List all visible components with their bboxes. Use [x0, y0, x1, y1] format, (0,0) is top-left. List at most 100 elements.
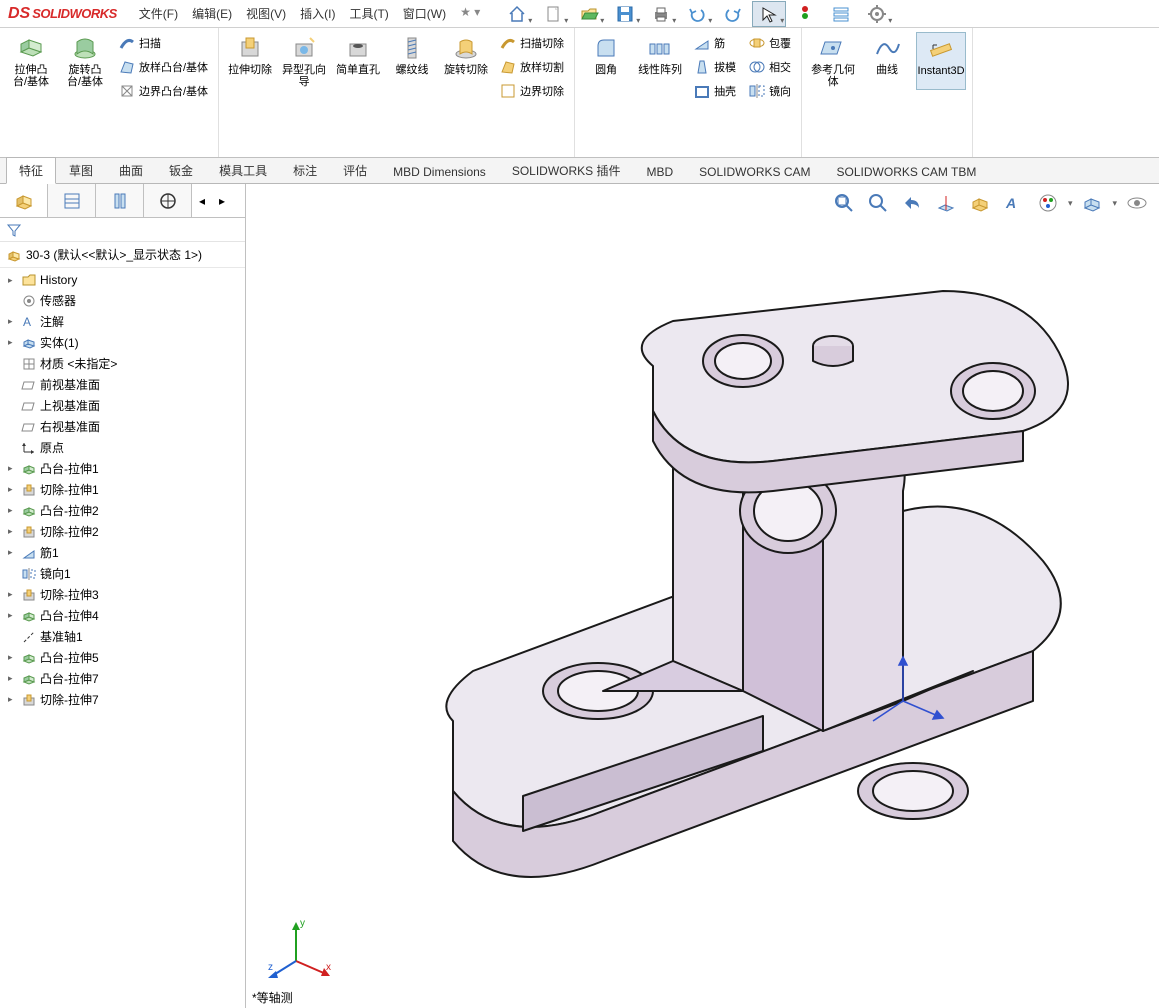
expander-icon[interactable]: ▸	[8, 589, 18, 600]
rebuild-button[interactable]	[788, 1, 822, 27]
tree-node-15[interactable]: ▸切除-拉伸3	[0, 584, 245, 605]
settings-button[interactable]	[860, 1, 894, 27]
display-state-button[interactable]: A	[1000, 190, 1028, 216]
dynamic-button[interactable]	[966, 190, 994, 216]
select-button[interactable]	[752, 1, 786, 27]
command-tab-0[interactable]: 特征	[6, 157, 56, 184]
save-button[interactable]	[608, 1, 642, 27]
expander-icon[interactable]: ▸	[8, 673, 18, 684]
expander-icon[interactable]: ▸	[8, 484, 18, 495]
expander-icon[interactable]: ▸	[8, 275, 18, 286]
graphics-viewport[interactable]: A ▾ ▾	[246, 184, 1159, 1008]
tree-node-16[interactable]: ▸凸台-拉伸4	[0, 605, 245, 626]
menu-edit[interactable]: 编辑(E)	[192, 5, 232, 22]
wrap-button[interactable]: 包覆	[744, 32, 795, 54]
loft-button[interactable]: 放样凸台/基体	[114, 56, 212, 78]
command-tab-11[interactable]: SOLIDWORKS CAM TBM	[824, 160, 990, 183]
command-tab-6[interactable]: 评估	[330, 157, 380, 183]
command-tab-5[interactable]: 标注	[280, 157, 330, 183]
command-tab-4[interactable]: 模具工具	[206, 157, 280, 183]
command-tab-10[interactable]: SOLIDWORKS CAM	[686, 160, 823, 183]
expander-icon[interactable]: ▸	[8, 547, 18, 558]
dropdown-icon[interactable]: ▾	[1112, 198, 1117, 209]
tree-node-5[interactable]: 前视基准面	[0, 374, 245, 395]
tree-node-0[interactable]: ▸History	[0, 270, 245, 290]
extrude-cut-button[interactable]: 拉伸切除	[225, 32, 275, 102]
command-tab-2[interactable]: 曲面	[106, 157, 156, 183]
home-button[interactable]	[500, 1, 534, 27]
appearance-button[interactable]	[1034, 190, 1062, 216]
zoom-area-button[interactable]	[864, 190, 892, 216]
expander-icon[interactable]: ▸	[8, 505, 18, 516]
menu-tools[interactable]: 工具(T)	[349, 5, 388, 22]
expander-icon[interactable]: ▸	[8, 337, 18, 348]
hole-wizard-button[interactable]: 异型孔向导	[279, 32, 329, 102]
zoom-fit-button[interactable]	[830, 190, 858, 216]
tree-node-19[interactable]: ▸凸台-拉伸7	[0, 668, 245, 689]
section-button[interactable]	[932, 190, 960, 216]
fillet-button[interactable]: 圆角	[581, 32, 631, 102]
tree-node-18[interactable]: ▸凸台-拉伸5	[0, 647, 245, 668]
tree-node-3[interactable]: ▸实体(1)	[0, 332, 245, 353]
tree-node-2[interactable]: ▸A注解	[0, 311, 245, 332]
tree-node-9[interactable]: ▸凸台-拉伸1	[0, 458, 245, 479]
expander-icon[interactable]: ▸	[8, 652, 18, 663]
command-tab-9[interactable]: MBD	[634, 160, 687, 183]
expander-icon[interactable]: ▸	[8, 463, 18, 474]
intersect-button[interactable]: 相交	[744, 56, 795, 78]
open-button[interactable]	[572, 1, 606, 27]
tree-node-7[interactable]: 右视基准面	[0, 416, 245, 437]
sidebar-tab-config[interactable]	[96, 184, 144, 217]
display-style-button[interactable]	[1078, 190, 1106, 216]
filter-icon[interactable]	[6, 222, 22, 238]
expander-icon[interactable]: ▸	[8, 316, 18, 327]
tree-node-20[interactable]: ▸切除-拉伸7	[0, 689, 245, 710]
options-button[interactable]	[824, 1, 858, 27]
sweep-cut-button[interactable]: 扫描切除	[495, 32, 568, 54]
menu-view[interactable]: 视图(V)	[246, 5, 286, 22]
command-tab-1[interactable]: 草图	[56, 157, 106, 183]
menu-more-icon[interactable]: ★ ▾	[460, 5, 480, 22]
rib-button[interactable]: 筋	[689, 32, 740, 54]
tree-node-13[interactable]: ▸筋1	[0, 542, 245, 563]
thread-button[interactable]: 螺纹线	[387, 32, 437, 102]
revolve-cut-button[interactable]: 旋转切除	[441, 32, 491, 102]
dropdown-icon[interactable]: ▾	[1068, 198, 1073, 209]
menu-file[interactable]: 文件(F)	[139, 5, 178, 22]
loft-cut-button[interactable]: 放样切割	[495, 56, 568, 78]
boundary-cut-button[interactable]: 边界切除	[495, 80, 568, 102]
sidebar-tab-property[interactable]	[48, 184, 96, 217]
print-button[interactable]	[644, 1, 678, 27]
instant3d-button[interactable]: Instant3D	[916, 32, 966, 90]
hide-show-button[interactable]	[1123, 190, 1151, 216]
tree-node-14[interactable]: 镜向1	[0, 563, 245, 584]
revolve-boss-button[interactable]: 旋转凸台/基体	[60, 32, 110, 102]
draft-button[interactable]: 拔模	[689, 56, 740, 78]
tree-node-10[interactable]: ▸切除-拉伸1	[0, 479, 245, 500]
extrude-boss-button[interactable]: 拉伸凸台/基体	[6, 32, 56, 102]
undo-button[interactable]	[680, 1, 714, 27]
boundary-button[interactable]: 边界凸台/基体	[114, 80, 212, 102]
tree-node-8[interactable]: 原点	[0, 437, 245, 458]
ref-geom-button[interactable]: 参考几何体	[808, 32, 858, 90]
tree-node-6[interactable]: 上视基准面	[0, 395, 245, 416]
sweep-button[interactable]: 扫描	[114, 32, 212, 54]
mirror-button[interactable]: 镜向	[744, 80, 795, 102]
command-tab-8[interactable]: SOLIDWORKS 插件	[499, 157, 634, 183]
redo-button[interactable]	[716, 1, 750, 27]
expander-icon[interactable]: ▸	[8, 694, 18, 705]
sidebar-tab-feature-tree[interactable]	[0, 184, 48, 217]
tree-node-4[interactable]: 材质 <未指定>	[0, 353, 245, 374]
orientation-triad[interactable]: y x z	[266, 916, 336, 986]
tree-node-11[interactable]: ▸凸台-拉伸2	[0, 500, 245, 521]
curves-button[interactable]: 曲线	[862, 32, 912, 90]
simple-hole-button[interactable]: 简单直孔	[333, 32, 383, 102]
expander-icon[interactable]: ▸	[8, 610, 18, 621]
tree-node-12[interactable]: ▸切除-拉伸2	[0, 521, 245, 542]
command-tab-7[interactable]: MBD Dimensions	[380, 160, 499, 183]
command-tab-3[interactable]: 钣金	[156, 157, 206, 183]
menu-insert[interactable]: 插入(I)	[300, 5, 335, 22]
sidebar-tab-dim[interactable]	[144, 184, 192, 217]
shell-button[interactable]: 抽壳	[689, 80, 740, 102]
sidebar-nav-arrows[interactable]: ◂▸	[192, 184, 232, 217]
